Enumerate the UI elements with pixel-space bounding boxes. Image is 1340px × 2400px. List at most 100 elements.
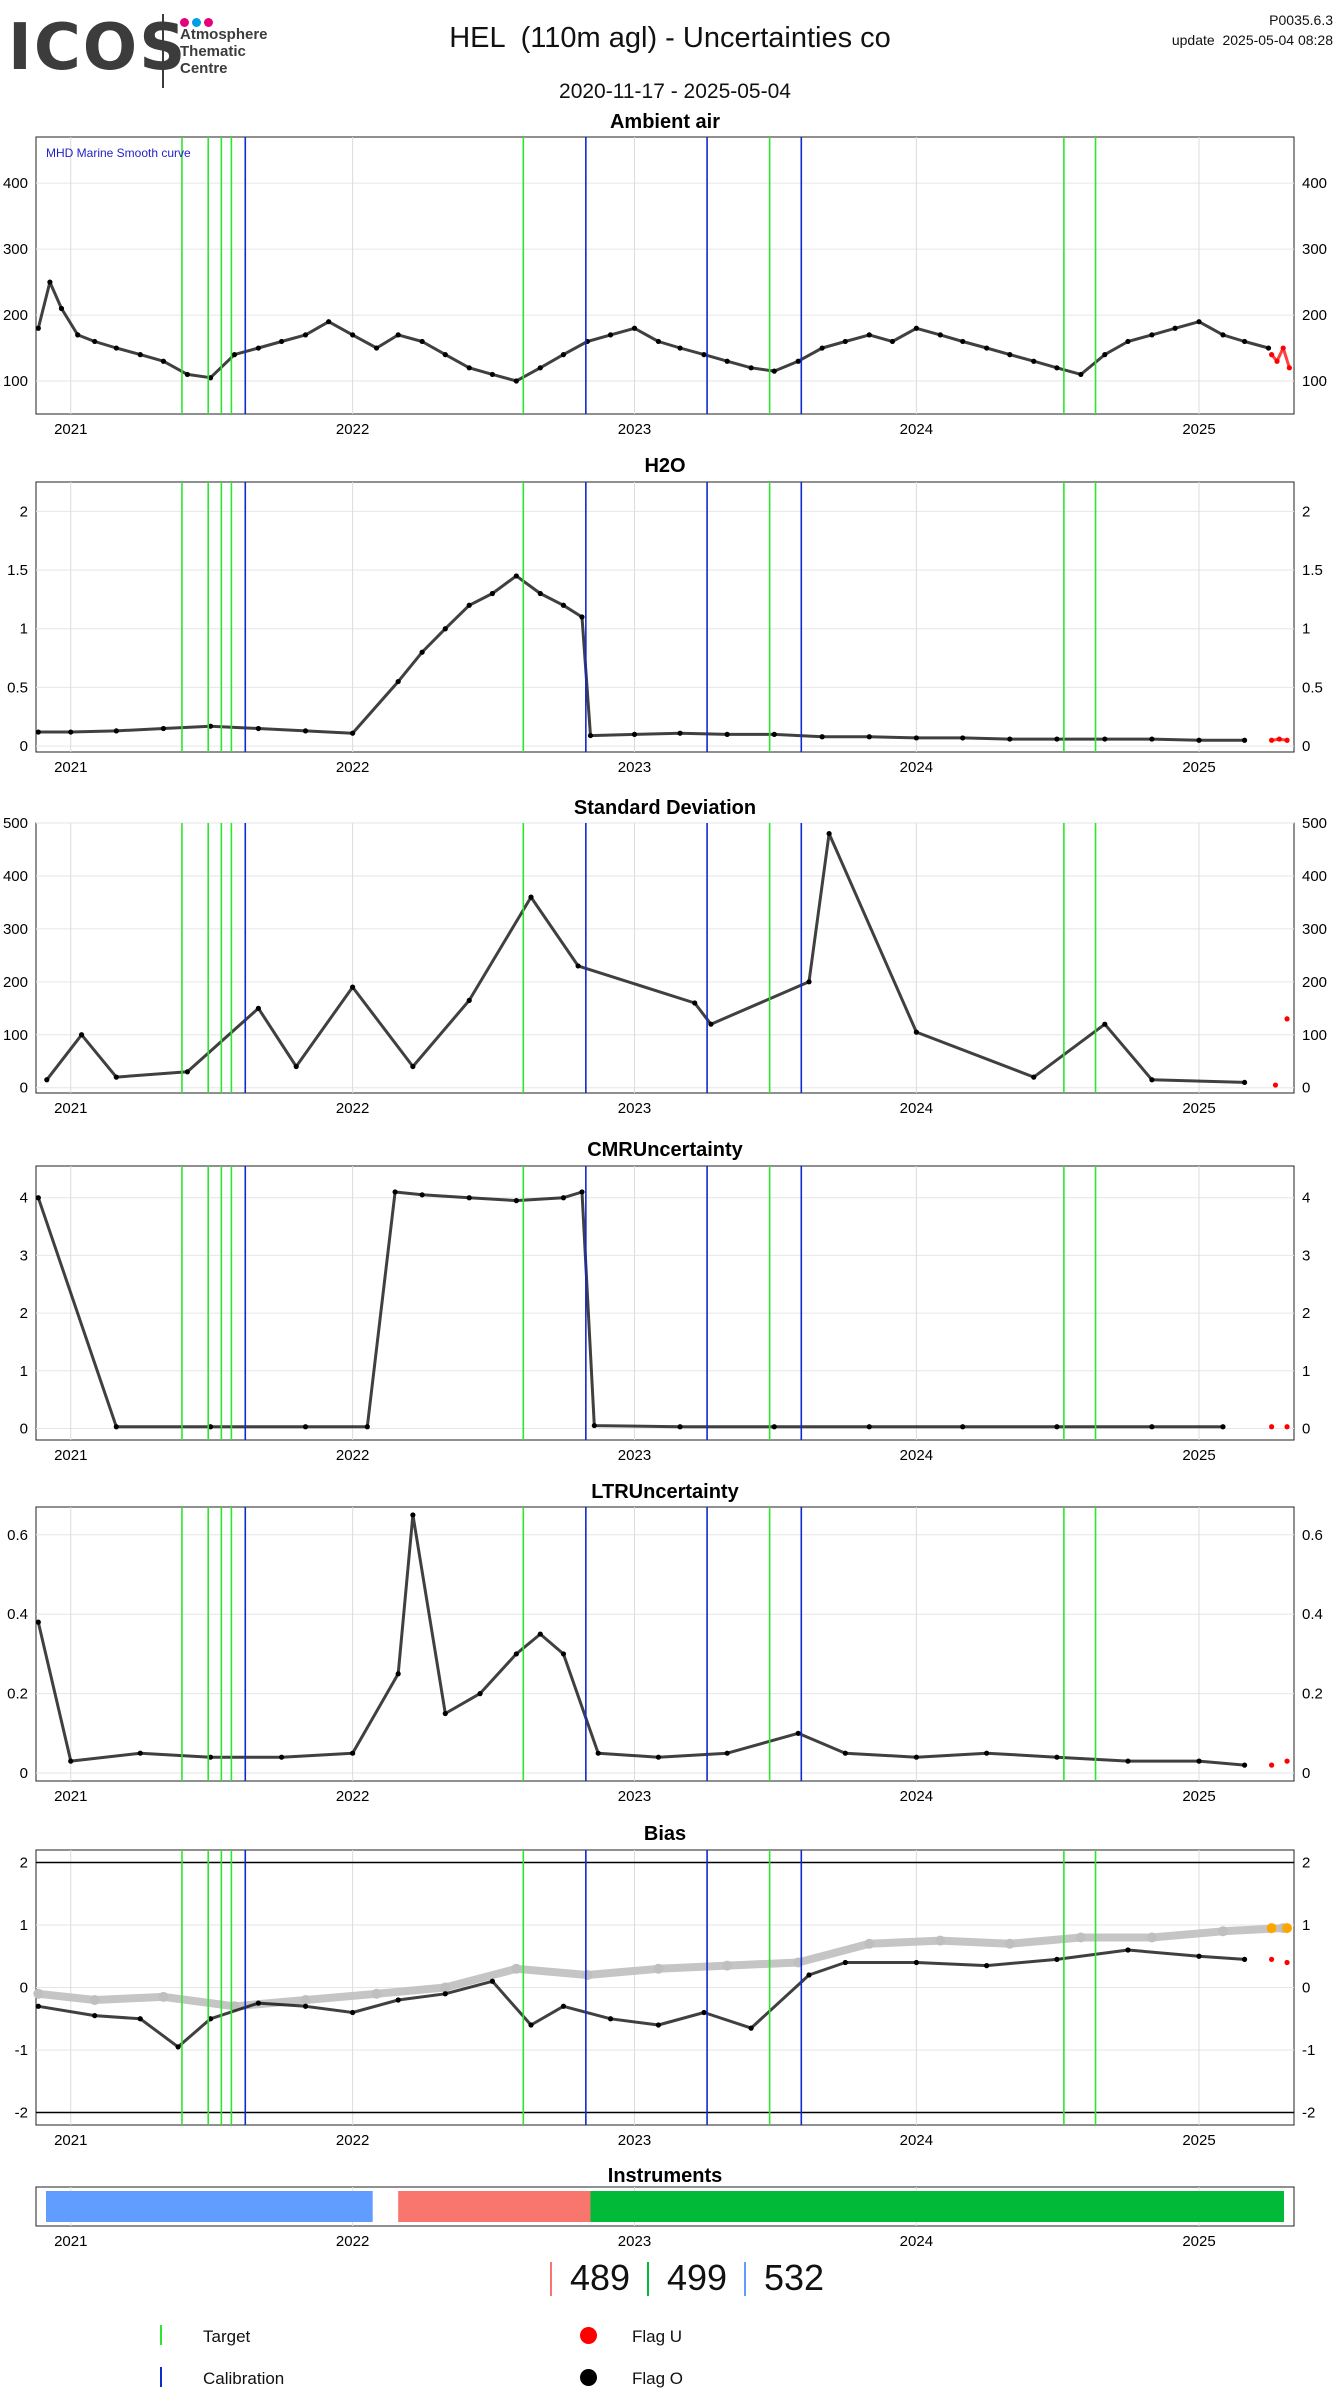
data-point [89, 1995, 100, 2005]
y-tick-label: -1 [15, 2042, 28, 2059]
y-tick-label-right: 200 [1302, 974, 1327, 991]
data-point [68, 1758, 74, 1764]
x-tick-label: 2024 [900, 2233, 933, 2250]
x-tick-label: 2023 [618, 759, 651, 776]
data-point [78, 1032, 85, 1038]
data-point [1031, 358, 1037, 364]
data-point [842, 1750, 848, 1756]
y-tick-label: 1 [20, 621, 28, 638]
series-flag-u [1269, 736, 1290, 743]
data-point [692, 1000, 698, 1006]
instrument-segment-532 [46, 2191, 373, 2222]
y-tick-label: 0 [20, 1980, 28, 1997]
data-point [489, 590, 496, 597]
data-point [1007, 352, 1013, 358]
data-point [392, 1189, 398, 1195]
data-point [1241, 338, 1248, 345]
legend: 489 499 532 Target Calibration Flag U Flag… [0, 2255, 1340, 2395]
data-point [866, 1424, 872, 1430]
plot-frame [35, 1165, 1295, 1441]
data-point [1217, 1926, 1228, 1937]
data-point [607, 2016, 614, 2022]
data-point [1149, 1077, 1155, 1083]
x-tick-label: 2025 [1182, 1788, 1215, 1805]
x-tick-label: 2025 [1182, 1100, 1215, 1117]
data-point [579, 1189, 585, 1195]
y-tick-label-right: 500 [1302, 815, 1327, 832]
instrument-segment-499 [590, 2191, 1284, 2222]
x-tick-label: 2023 [618, 1788, 651, 1805]
update-timestamp: update 2025-05-04 08:28 [1171, 32, 1333, 48]
x-tick-label: 2021 [54, 1788, 87, 1805]
data-point [1241, 1956, 1248, 1962]
data-point [1282, 1923, 1293, 1934]
data-point [655, 1754, 662, 1760]
data-point [1149, 1424, 1155, 1430]
y-tick-label-right: 400 [1302, 175, 1327, 192]
data-point [1265, 345, 1272, 351]
data-point [724, 1750, 730, 1756]
data-point [419, 1192, 425, 1198]
data-point [864, 1938, 875, 1949]
y-tick-label: 0.6 [7, 1527, 28, 1544]
data-point [35, 1619, 41, 1625]
data-point [1078, 371, 1084, 378]
y-tick-label: 0 [20, 1080, 28, 1097]
data-point [477, 1691, 483, 1697]
y-tick-label-right: 2 [1302, 503, 1310, 520]
data-point [113, 1424, 119, 1430]
y-tick-label-right: 1 [1302, 621, 1310, 638]
y-tick-label: 2 [20, 503, 28, 520]
y-tick-label: 2 [20, 1855, 28, 1872]
data-point [724, 731, 730, 737]
data-point [35, 325, 41, 331]
x-tick-label: 2025 [1182, 759, 1215, 776]
data-point [137, 352, 143, 358]
series-path [45, 832, 1245, 1084]
series-flag-o [35, 279, 1272, 384]
y-tick-label-right: -1 [1302, 2042, 1315, 2059]
data-point [1196, 319, 1202, 325]
data-point [631, 325, 638, 331]
data-point [937, 332, 943, 338]
plot-frame [35, 481, 1295, 753]
y-tick-label-right: 100 [1302, 373, 1327, 390]
y-tick-label-right: 1.5 [1302, 562, 1323, 579]
chart-title: Standard Deviation [574, 797, 756, 819]
logo-dot [204, 18, 213, 27]
logo-line: Centre [180, 60, 228, 77]
data-point [1269, 1762, 1275, 1768]
data-point [984, 1750, 990, 1756]
x-tick-label: 2022 [336, 421, 369, 438]
data-point [371, 1988, 382, 1999]
y-tick-label: 3 [20, 1247, 28, 1264]
data-point [513, 378, 519, 384]
data-point [300, 1995, 311, 2005]
instrument-legend-label-532: 532 [764, 2257, 825, 2298]
data-point [984, 1963, 990, 1969]
data-point [137, 1750, 143, 1756]
y-tick-label-right: 0.5 [1302, 679, 1323, 696]
data-point [560, 352, 567, 358]
data-point [708, 1021, 714, 1027]
x-tick-label: 2021 [54, 759, 87, 776]
y-tick-label: 0 [20, 1420, 28, 1437]
data-point [560, 602, 567, 608]
data-point [913, 735, 919, 741]
x-tick-label: 2025 [1182, 421, 1215, 438]
data-point [771, 368, 777, 374]
data-point [489, 1978, 496, 1984]
flag-o-legend-dot [580, 2369, 597, 2386]
data-point [595, 1750, 601, 1756]
chart-title: H2O [644, 455, 685, 477]
data-point [677, 730, 683, 736]
data-point [913, 325, 919, 331]
data-point [795, 358, 801, 364]
x-tick-label: 2022 [336, 759, 369, 776]
chart-bias: Bias -2 -2 -1 -1 0 0 1 1 2 2 2021 2022 2023 2024 2025 [15, 1823, 1316, 2149]
data-point [1286, 365, 1292, 371]
y-tick-label: 2 [20, 1305, 28, 1322]
plot-frame [35, 822, 1295, 1094]
data-point [184, 371, 190, 378]
data-point [466, 1195, 472, 1201]
